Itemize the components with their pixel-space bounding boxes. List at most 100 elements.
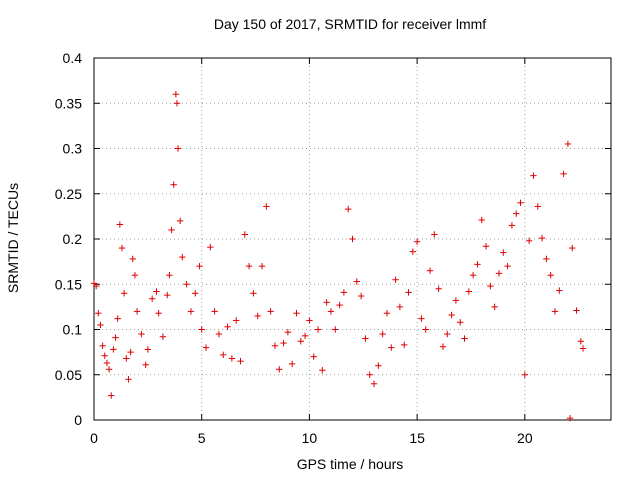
- scatter-point: [500, 249, 507, 256]
- scatter-point: [357, 292, 365, 300]
- scatter-point: [224, 323, 231, 330]
- scatter-point: [114, 315, 121, 322]
- y-tick-label: 0.35: [55, 95, 82, 111]
- scatter-point: [159, 333, 167, 340]
- scatter-point: [144, 346, 152, 353]
- scatter-point: [534, 203, 541, 210]
- scatter-point: [301, 332, 309, 340]
- scatter-point: [379, 330, 386, 338]
- scatter-point: [482, 243, 490, 250]
- scatter-point: [110, 346, 117, 353]
- scatter-point: [461, 335, 468, 342]
- scatter-point: [127, 348, 134, 356]
- y-tick-label: 0: [74, 412, 82, 428]
- scatter-point: [254, 312, 261, 320]
- y-tick-label: 0.25: [55, 186, 82, 202]
- scatter-point: [276, 366, 283, 373]
- scatter-point: [202, 344, 210, 351]
- scatter-point: [142, 361, 149, 368]
- scatter-point: [148, 295, 156, 302]
- scatter-point: [263, 203, 270, 210]
- scatter-point: [521, 371, 529, 378]
- scatter-point: [465, 288, 473, 295]
- scatter-point: [250, 290, 257, 297]
- x-tick-label: 20: [517, 430, 533, 446]
- scatter-point: [327, 308, 335, 315]
- scatter-point: [409, 248, 417, 255]
- y-tick-label: 0.1: [63, 322, 83, 338]
- scatter-point: [405, 289, 412, 296]
- scatter-point: [125, 376, 132, 383]
- scatter-point: [187, 308, 195, 315]
- x-tick-label: 10: [302, 430, 318, 446]
- scatter-point: [271, 342, 279, 349]
- scatter-point: [388, 344, 395, 351]
- scatter-point: [435, 285, 442, 292]
- x-tick-label: 0: [90, 430, 98, 446]
- scatter-point: [413, 238, 421, 245]
- scatter-point: [310, 353, 317, 360]
- scatter-point: [116, 221, 124, 228]
- scatter-point: [508, 222, 516, 229]
- scatter-point: [288, 360, 296, 368]
- x-tick-label: 15: [409, 430, 425, 446]
- scatter-point: [207, 243, 214, 251]
- scatter-point: [495, 270, 503, 277]
- chart-title: Day 150 of 2017, SRMTID for receiver lmm…: [214, 16, 486, 32]
- scatter-point: [366, 371, 373, 378]
- scatter-point: [215, 330, 223, 338]
- scatter-point: [237, 357, 244, 365]
- scatter-point: [353, 278, 361, 285]
- scatter-point: [232, 317, 240, 324]
- y-axis-label: SRMTID / TECUs: [5, 183, 21, 293]
- scatter-point: [172, 91, 180, 98]
- scatter-point: [569, 244, 576, 252]
- scatter-point: [138, 330, 145, 338]
- scatter-point: [99, 342, 106, 349]
- scatter-point: [383, 310, 391, 317]
- scatter-point: [105, 366, 113, 373]
- scatter-point: [198, 326, 205, 333]
- scatter-point: [314, 326, 322, 333]
- scatter-point: [92, 282, 100, 290]
- scatter-point: [267, 308, 274, 315]
- scatter-point: [179, 253, 186, 261]
- scatter-point: [525, 237, 533, 245]
- scatter-point: [297, 338, 304, 345]
- scatter-point: [530, 172, 537, 179]
- scatter-point: [323, 299, 330, 306]
- scatter-point: [123, 355, 130, 362]
- scatter-point: [560, 170, 567, 178]
- scatter-point: [375, 362, 382, 369]
- scatter-point: [120, 290, 128, 297]
- scatter-point: [133, 308, 141, 315]
- scatter-point: [174, 145, 182, 152]
- scatter-point: [439, 343, 447, 350]
- scatter-point: [170, 181, 177, 188]
- y-tick-label: 0.4: [63, 50, 83, 66]
- scatter-point: [431, 231, 438, 238]
- scatter-point: [245, 262, 253, 270]
- scatter-point: [426, 267, 434, 274]
- scatter-point: [396, 303, 404, 311]
- scatter-point: [258, 262, 266, 270]
- scatter-point: [349, 235, 356, 243]
- x-axis-label: GPS time / hours: [297, 456, 404, 472]
- scatter-point: [228, 355, 236, 362]
- scatter-point: [517, 199, 524, 206]
- scatter-point: [362, 335, 369, 342]
- scatter-point: [564, 140, 572, 148]
- scatter-point: [538, 234, 546, 242]
- scatter-point: [131, 272, 139, 279]
- scatter-point: [241, 231, 248, 238]
- scatter-point: [153, 288, 160, 295]
- scatter-point: [103, 359, 111, 367]
- x-tick-label: 5: [198, 430, 206, 446]
- scatter-point: [129, 255, 136, 263]
- data-points-layer: [90, 91, 587, 422]
- scatter-point: [478, 216, 485, 224]
- scatter-point: [469, 272, 477, 279]
- scatter-point: [579, 345, 587, 352]
